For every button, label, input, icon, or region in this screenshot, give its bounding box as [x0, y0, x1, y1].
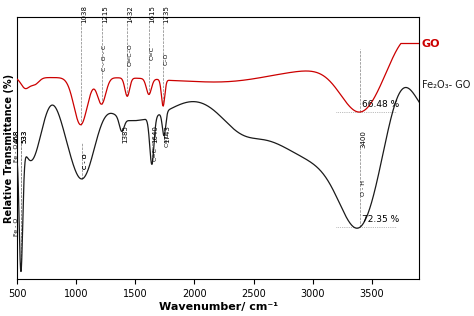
- Text: C - O: C - O: [82, 153, 88, 169]
- Text: 1432: 1432: [128, 5, 134, 22]
- Y-axis label: Relative Transmittance (%): Relative Transmittance (%): [4, 74, 14, 223]
- Text: C=O: C=O: [164, 132, 170, 147]
- Text: 533: 533: [21, 130, 27, 143]
- Text: 1615: 1615: [149, 5, 155, 22]
- Text: 1735: 1735: [164, 5, 170, 22]
- Text: O - H: O - H: [361, 180, 366, 196]
- Text: GO: GO: [422, 39, 440, 48]
- Text: 468: 468: [14, 130, 19, 143]
- Text: O=C–O: O=C–O: [128, 43, 133, 65]
- Text: C–O: C–O: [164, 53, 169, 65]
- Text: C=C: C=C: [153, 147, 157, 161]
- Text: 3400: 3400: [361, 131, 366, 149]
- Text: C=C: C=C: [149, 46, 155, 60]
- Text: 1038: 1038: [81, 4, 87, 22]
- Text: 468: 468: [14, 130, 19, 143]
- Text: 1640: 1640: [152, 125, 158, 143]
- Text: Fe - O: Fe - O: [14, 218, 19, 236]
- X-axis label: Wavenumber/ cm⁻¹: Wavenumber/ cm⁻¹: [159, 302, 278, 312]
- Text: Fe - O: Fe - O: [14, 144, 19, 162]
- Text: 1215: 1215: [102, 5, 108, 22]
- Text: 72.35 %: 72.35 %: [363, 216, 400, 224]
- Text: 1743: 1743: [164, 125, 171, 143]
- Text: 533: 533: [21, 130, 27, 143]
- Text: C - O - C: C - O - C: [102, 45, 107, 71]
- Text: C - O: C - O: [82, 153, 88, 169]
- Text: 66.48 %: 66.48 %: [363, 100, 400, 109]
- Text: 1385: 1385: [122, 125, 128, 143]
- Text: Fe₂O₃- GO: Fe₂O₃- GO: [422, 81, 470, 90]
